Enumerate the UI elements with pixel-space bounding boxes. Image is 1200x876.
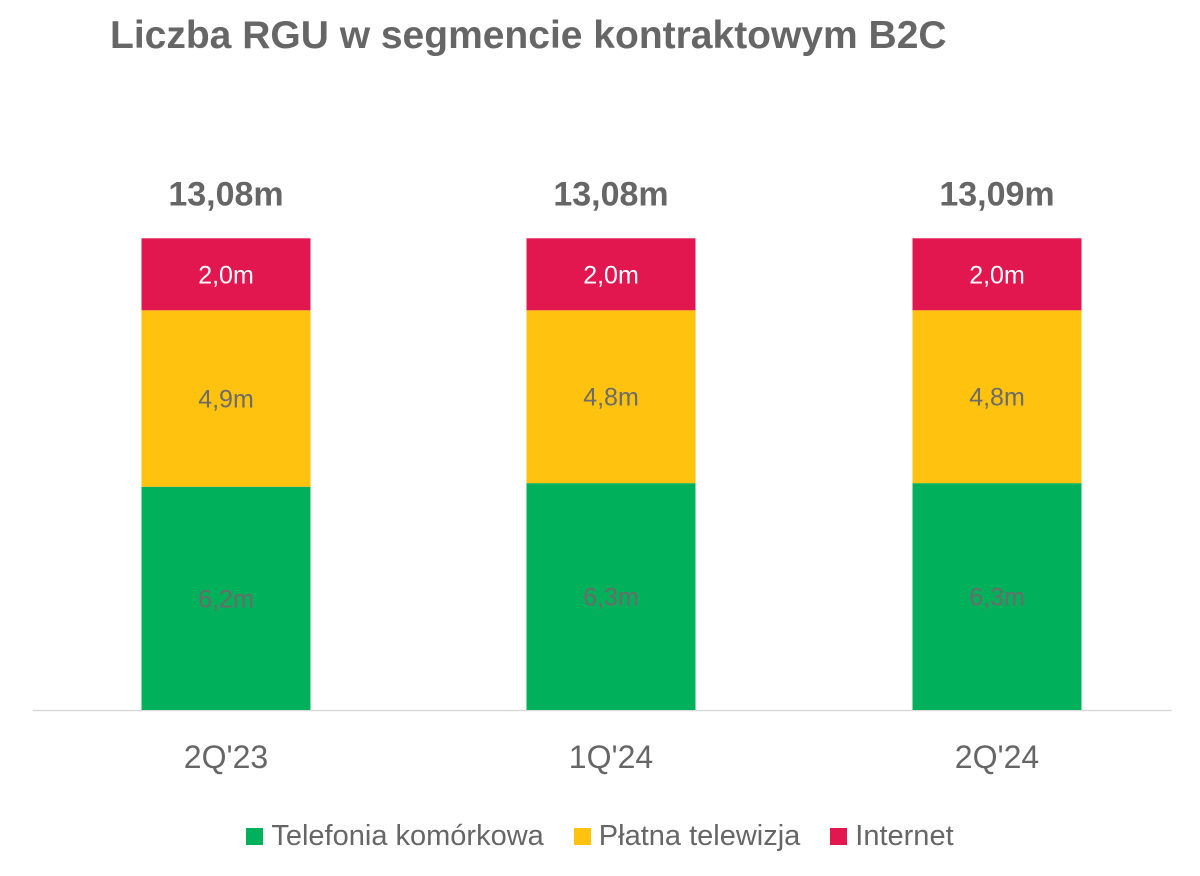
x-tick-label: 2Q'24 [955,739,1039,775]
legend-item: Telefonia komórkowa [246,820,544,853]
data-label: 2,0m [969,261,1025,289]
data-label: 6,2m [198,585,254,613]
total-label: 13,08m [168,175,283,213]
legend-label: Internet [855,820,954,852]
data-label: 2,0m [198,261,254,289]
bar-segment-internet [912,238,1082,311]
legend-item: Płatna telewizja [573,820,801,853]
bar-segment-telefonia-komórkowa [141,486,311,710]
bar-segment-internet [141,238,311,311]
legend-swatch [246,828,264,845]
bar-segment-telefonia-komórkowa [912,483,1082,710]
data-label: 4,9m [198,386,254,414]
legend-swatch [573,828,591,845]
data-label: 2,0m [583,261,639,289]
legend-label: Płatna telewizja [598,820,801,852]
x-tick-label: 2Q'23 [184,739,268,775]
total-label: 13,09m [939,175,1054,213]
bar-segment-płatna-telewizja [912,310,1082,484]
data-label: 6,3m [969,584,1025,612]
total-label: 13,08m [553,175,668,213]
legend-label: Telefonia komórkowa [271,820,544,852]
data-label: 4,8m [969,384,1025,412]
x-tick-label: 1Q'24 [569,739,653,775]
bar-segment-płatna-telewizja [526,310,696,484]
legend-swatch [830,828,848,845]
legend: Telefonia komórkowa Płatna telewizja Inter… [0,820,1200,853]
chart-title: Liczba RGU w segmencie kontraktowym B2C [110,14,947,57]
bar-segment-telefonia-komórkowa [526,483,696,710]
bar-segment-płatna-telewizja [141,310,311,487]
data-label: 6,3m [583,584,639,612]
data-label: 4,8m [583,384,639,412]
bar-segment-internet [526,238,696,311]
legend-item: Internet [830,820,954,853]
